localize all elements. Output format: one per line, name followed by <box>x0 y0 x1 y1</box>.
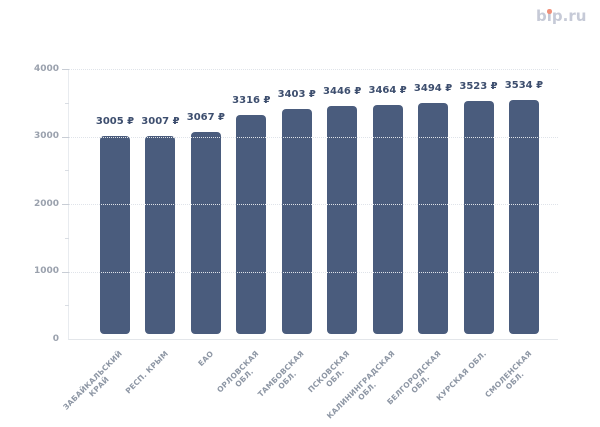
gridline <box>69 204 558 205</box>
bar[interactable] <box>508 100 539 334</box>
bar-group: 3494 ₽ БЕЛГОРОДСКАЯ ОБЛ. <box>385 69 452 406</box>
y-axis-label: 1000 <box>33 266 59 276</box>
bar-value-label: 3464 ₽ <box>368 85 407 97</box>
y-axis-minor-tick <box>65 102 69 104</box>
bar[interactable] <box>190 131 221 334</box>
bar-group: 3007 ₽ РЕСП. КРЫМ <box>123 69 179 395</box>
y-axis-label: 0 <box>52 333 59 344</box>
bar-value-label: 3523 ₽ <box>459 81 498 93</box>
plot-area: 3005 ₽ ЗАБАЙКАЛЬСКИЙ КРАЙ 3007 ₽ РЕСП. КРЫМ 3… <box>62 69 558 421</box>
bar-group: 3067 ₽ ЕАО <box>187 69 225 368</box>
bar-value-label: 3316 ₽ <box>232 95 271 107</box>
bar-value-label: 3005 ₽ <box>95 116 135 128</box>
bar[interactable] <box>418 103 449 334</box>
x-axis-label: ЗАБАЙКАЛЬСКИЙ КРАЙ <box>61 349 125 412</box>
gridline <box>69 136 558 138</box>
bar-value-label: 3067 ₽ <box>186 111 226 123</box>
y-axis-minor-tick <box>65 305 69 307</box>
bar-value-label: 3494 ₽ <box>413 83 453 95</box>
y-axis-major-tick <box>62 136 69 138</box>
y-axis-label: 4000 <box>33 63 59 74</box>
y-axis: 0 1000 2000 3000 4000 <box>0 64 59 344</box>
x-axis-label: ТАМБОВСКАЯ ОБЛ. <box>256 349 307 399</box>
bar-group: 3523 ₽ КУРСКАЯ ОБЛ. <box>434 69 497 402</box>
y-axis-minor-tick <box>65 170 69 172</box>
y-axis-major-tick <box>62 271 69 273</box>
bar-value-label: 3403 ₽ <box>277 89 316 101</box>
logo-i-dot <box>547 9 552 14</box>
y-axis-major-tick <box>62 69 69 70</box>
y-axis-minor-tick <box>65 237 69 239</box>
x-axis-label: РЕСП. КРЫМ <box>123 349 170 396</box>
bar-group: 3005 ₽ ЗАБАЙКАЛЬСКИЙ КРАЙ <box>62 69 134 411</box>
bar[interactable] <box>100 136 130 334</box>
bar-group: 3464 ₽ КАЛИНИНГРАДСКАЯ ОБЛ. <box>325 69 406 420</box>
bar-value-label: 3007 ₽ <box>141 116 180 128</box>
y-axis-label: 3000 <box>33 131 59 141</box>
y-axis-major-tick <box>62 204 69 205</box>
bar[interactable] <box>281 109 312 334</box>
bar-group: 3446 ₽ ПСКОВСКАЯ ОБЛ. <box>306 69 361 394</box>
x-axis-label: ЕАО <box>196 349 216 369</box>
y-axis-label: 2000 <box>33 198 59 209</box>
bar-value-label: 3446 ₽ <box>323 86 362 98</box>
bar-group: 3403 ₽ ТАМБОВСКАЯ ОБЛ. <box>256 69 316 398</box>
bar[interactable] <box>372 105 403 334</box>
bars-container: 3005 ₽ ЗАБАЙКАЛЬСКИЙ КРАЙ 3007 ₽ РЕСП. КРЫМ 3… <box>62 69 558 420</box>
bar[interactable] <box>145 136 176 334</box>
logo-text: bip.ru <box>536 7 587 25</box>
bar[interactable] <box>236 115 267 334</box>
bar[interactable] <box>327 106 358 334</box>
gridline <box>69 69 558 70</box>
bar[interactable] <box>463 101 494 334</box>
bar-group: 3316 ₽ ОРЛОВСКАЯ ОБЛ. <box>215 69 270 394</box>
bip-ru-logo[interactable]: bip.ru <box>536 7 586 25</box>
bar-group: 3534 ₽ СМОЛЕНСКАЯ ОБЛ. <box>483 69 543 399</box>
bar-value-label: 3534 ₽ <box>504 80 544 92</box>
x-axis-label: СМОЛЕНСКАЯ ОБЛ. <box>482 349 534 400</box>
gridline <box>69 271 558 273</box>
